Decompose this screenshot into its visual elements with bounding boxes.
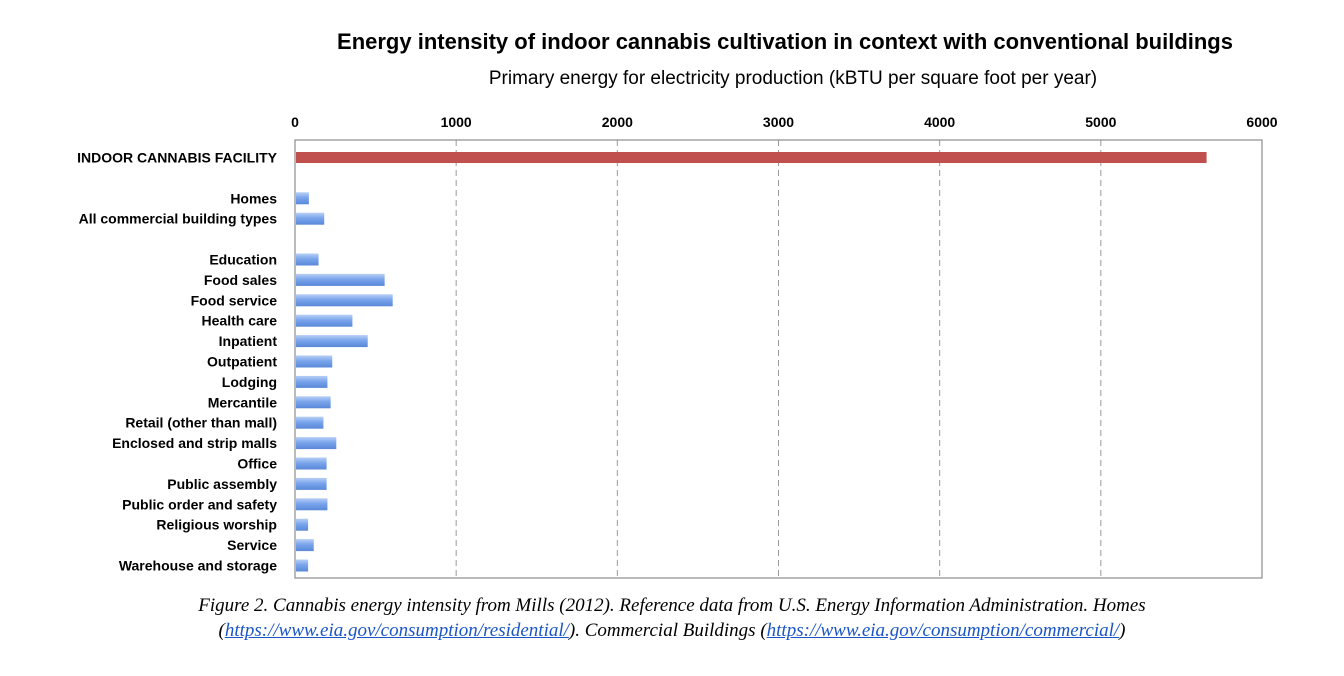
plot-area [294,139,1263,579]
bar [296,416,324,429]
category-label: Homes [230,190,277,206]
category-label: Religious worship [156,517,277,533]
chart: Energy intensity of indoor cannabis cult… [77,29,1278,579]
category-label: INDOOR CANNABIS FACILITY [77,150,278,166]
x-axis-label: Primary energy for electricity productio… [489,68,1097,89]
grid-lines [455,140,1102,578]
category-label: Warehouse and storage [119,558,277,574]
residential-link[interactable]: https://www.eia.gov/consumption/resident… [224,620,569,641]
bars [296,152,1207,572]
bar [296,457,327,470]
category-label: Service [227,537,277,553]
bar [296,375,328,388]
bar [296,355,333,368]
commercial-link[interactable]: https://www.eia.gov/consumption/commerci… [766,620,1120,641]
category-label: Mercantile [208,394,277,410]
category-label: Outpatient [207,354,277,370]
category-label: Public order and safety [122,496,277,512]
category-label: Education [209,252,277,268]
chart-title: Energy intensity of indoor cannabis cult… [337,29,1233,54]
bar [296,498,328,511]
category-label: Inpatient [219,333,278,349]
bar [296,437,337,450]
bar [296,192,309,205]
bar [296,212,325,225]
caption-close-paren: ) [1119,620,1126,641]
category-label: Office [237,456,277,472]
category-label: All commercial building types [79,211,278,227]
bar [296,518,309,531]
bar [296,335,368,348]
x-tick-labels: 0 1000 2000 3000 4000 5000 6000 [291,114,1278,130]
caption-text: Figure 2. Cannabis energy intensity from… [198,595,1146,616]
category-label: Public assembly [167,476,277,492]
bar [296,294,393,307]
bar [296,396,331,409]
x-tick-label: 6000 [1246,114,1277,130]
x-tick-label: 3000 [763,114,794,130]
x-tick-label: 5000 [1085,114,1116,130]
bar [296,539,314,552]
category-label: Food service [191,292,278,308]
bar [296,477,327,490]
x-tick-label: 2000 [602,114,633,130]
x-tick-label: 0 [291,114,299,130]
category-label: Retail (other than mall) [125,415,277,431]
figure-caption: Figure 2. Cannabis energy intensity from… [40,593,1304,643]
category-label: Health care [202,313,278,329]
category-label: Food sales [204,272,277,288]
category-label: Lodging [222,374,277,390]
bar [296,559,309,572]
caption-open-paren: ( [218,620,225,641]
x-tick-label: 1000 [441,114,472,130]
category-label: Enclosed and strip malls [112,435,277,451]
category-labels: INDOOR CANNABIS FACILITY Homes All commerc… [77,150,278,574]
caption-middle: ). Commercial Buildings ( [568,620,767,641]
bar [296,314,353,327]
x-tick-label: 4000 [924,114,955,130]
bar [296,273,385,286]
bar [296,152,1207,163]
bar [296,253,319,266]
